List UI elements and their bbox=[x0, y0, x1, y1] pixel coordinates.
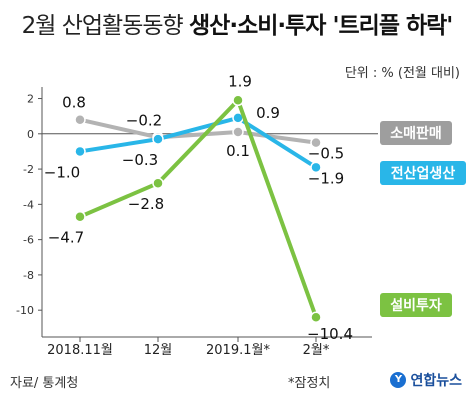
data-point bbox=[74, 210, 86, 223]
x-tick-label: 2018.11월 bbox=[47, 343, 113, 358]
series-line bbox=[79, 115, 318, 170]
data-point bbox=[232, 126, 244, 138]
source-label: 자료/ 통계청 bbox=[10, 376, 79, 391]
data-label: 0.1 bbox=[226, 142, 250, 160]
legend-tag bbox=[380, 121, 452, 145]
brand-logo: Y 연합뉴스 bbox=[390, 370, 462, 390]
brand-icon: Y bbox=[390, 372, 407, 388]
y-tick-label: 2 bbox=[27, 93, 34, 106]
data-label: 1.9 bbox=[228, 72, 252, 90]
series-line bbox=[79, 117, 317, 145]
data-label: −10.4 bbox=[307, 325, 353, 343]
legend-label: 설비투자 bbox=[390, 298, 442, 314]
data-label: −0.3 bbox=[122, 151, 158, 169]
data-point bbox=[310, 311, 322, 323]
data-label: −4.7 bbox=[48, 229, 84, 247]
data-point bbox=[74, 113, 86, 126]
data-point bbox=[310, 136, 322, 149]
data-point bbox=[152, 177, 164, 189]
legend-label: 전산업생산 bbox=[391, 165, 456, 182]
data-label: −1.0 bbox=[44, 163, 80, 181]
x-tick-label: 2월* bbox=[303, 343, 330, 358]
data-point bbox=[310, 161, 322, 174]
data-label: −0.2 bbox=[126, 111, 162, 129]
y-tick-label: -10 bbox=[16, 304, 34, 317]
data-label: −0.5 bbox=[308, 145, 344, 163]
data-label: −1.9 bbox=[308, 169, 344, 187]
legend-label: 소매판매 bbox=[390, 126, 442, 142]
legend-tag bbox=[380, 161, 466, 185]
data-point bbox=[232, 94, 244, 107]
data-label: 0.8 bbox=[62, 94, 86, 112]
data-label: 0.9 bbox=[256, 104, 280, 122]
data-label: −2.8 bbox=[128, 195, 164, 213]
data-point bbox=[74, 145, 86, 158]
y-tick-label: -4 bbox=[23, 198, 34, 211]
y-tick-label: 0 bbox=[27, 128, 34, 141]
chart-title: 2월 산업활동동향 생산·소비·투자 '트리플 하락' bbox=[0, 6, 474, 40]
y-tick-label: -2 bbox=[23, 163, 34, 176]
data-point bbox=[152, 133, 164, 145]
title-bold: 생산·소비·투자 '트리플 하락' bbox=[189, 13, 453, 39]
legend-tag bbox=[380, 293, 452, 317]
brand-label: 연합뉴스 bbox=[410, 373, 462, 389]
x-tick-label: 12월 bbox=[144, 343, 173, 358]
footnote-label: *잠정치 bbox=[288, 376, 331, 391]
series-line bbox=[79, 98, 318, 318]
y-tick-label: -8 bbox=[23, 269, 34, 282]
x-tick-label: 2019.1월* bbox=[206, 343, 270, 358]
unit-label: 단위 : % (전월 대비) bbox=[344, 66, 460, 81]
y-tick-label: -6 bbox=[23, 234, 34, 247]
title-plain: 2월 산업활동동향 bbox=[21, 13, 184, 39]
